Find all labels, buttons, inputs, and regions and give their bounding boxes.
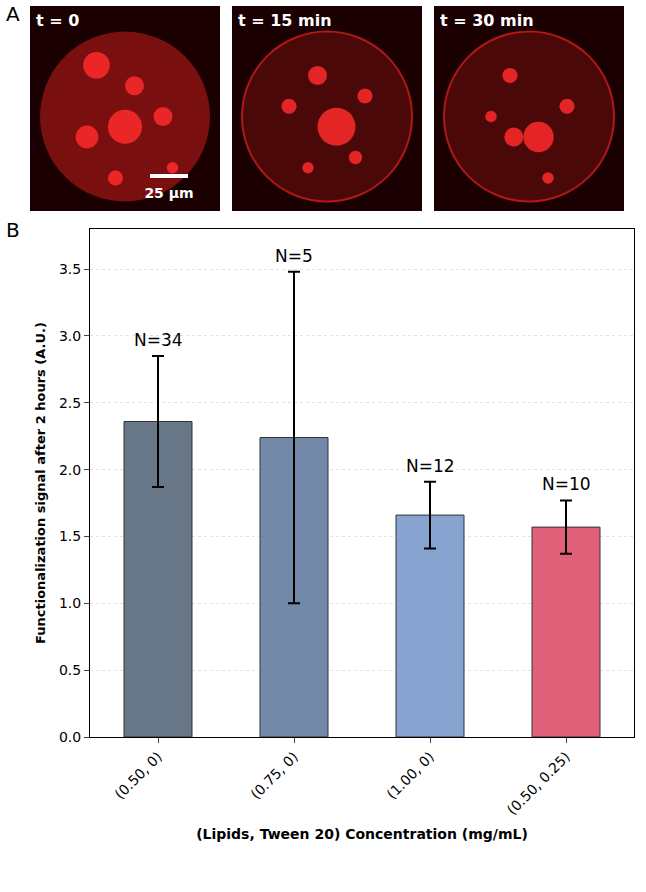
svg-text:t = 0: t = 0 — [36, 11, 79, 30]
svg-text:Functionalization signal after: Functionalization signal after 2 hours (… — [33, 322, 48, 644]
svg-text:(0.50, 0): (0.50, 0) — [111, 749, 165, 803]
svg-text:3.5: 3.5 — [59, 261, 81, 277]
svg-text:2.5: 2.5 — [59, 395, 81, 411]
svg-text:0.5: 0.5 — [59, 662, 81, 678]
svg-text:t = 15 min: t = 15 min — [238, 11, 332, 30]
svg-text:N=34: N=34 — [134, 330, 183, 350]
svg-text:(0.50, 0.25): (0.50, 0.25) — [504, 749, 573, 818]
svg-text:(Lipids, Tween 20) Concentrati: (Lipids, Tween 20) Concentration (mg/mL) — [196, 826, 528, 842]
svg-text:N=10: N=10 — [542, 474, 591, 494]
svg-text:0.0: 0.0 — [59, 729, 81, 745]
svg-text:(1.00, 0): (1.00, 0) — [383, 749, 437, 803]
svg-text:(0.75, 0): (0.75, 0) — [247, 749, 301, 803]
svg-text:3.0: 3.0 — [59, 328, 81, 344]
svg-text:2.0: 2.0 — [59, 462, 81, 478]
svg-text:t = 30 min: t = 30 min — [440, 11, 534, 30]
svg-text:N=12: N=12 — [406, 456, 455, 476]
svg-text:25 µm: 25 µm — [144, 185, 193, 201]
svg-text:N=5: N=5 — [275, 246, 313, 266]
svg-text:1.0: 1.0 — [59, 595, 81, 611]
html-text:A: A — [6, 2, 20, 26]
html-text:B: B — [6, 218, 20, 242]
svg-text:1.5: 1.5 — [59, 528, 81, 544]
